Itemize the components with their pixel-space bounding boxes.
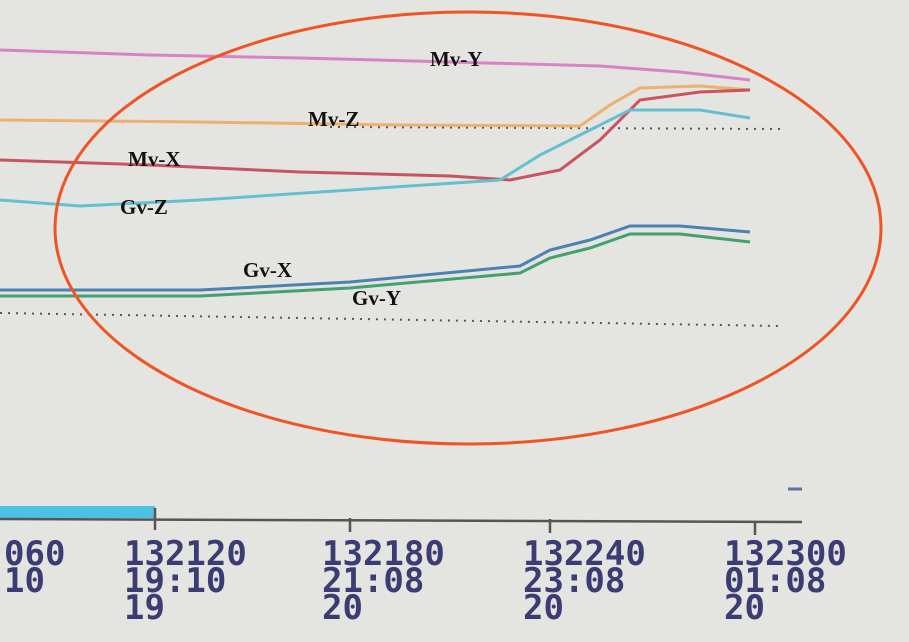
trace-label: Gv-X	[243, 258, 292, 282]
progress-bar	[0, 506, 155, 518]
time-tick-label: 20	[322, 588, 363, 628]
trace-label: Mv-Y	[430, 47, 482, 71]
trace-label: Mv-Z	[308, 107, 359, 131]
time-tick-label: 20	[523, 588, 564, 628]
display: Mv-Y Mv-Z Mv-X Gv-Z Gv-X Gv-Y 0601013212…	[0, 0, 909, 642]
trace-label: Mv-X	[128, 147, 180, 171]
time-tick-label: 20	[724, 588, 765, 628]
trace-label: Gv-Y	[352, 286, 401, 310]
time-tick-label: 19	[124, 588, 165, 628]
trace-label: Gv-Z	[120, 195, 168, 219]
time-tick-label: 10	[4, 561, 45, 601]
